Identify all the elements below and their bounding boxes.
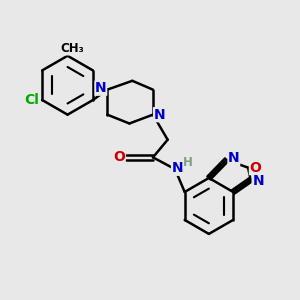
Text: N: N (252, 174, 264, 188)
Text: N: N (228, 152, 240, 165)
Text: N: N (172, 161, 183, 175)
Text: O: O (249, 160, 261, 175)
Text: CH₃: CH₃ (60, 42, 84, 55)
Text: Cl: Cl (24, 93, 39, 107)
Text: H: H (183, 156, 193, 169)
Text: O: O (113, 150, 125, 164)
Text: N: N (95, 81, 106, 95)
Text: N: N (154, 108, 165, 122)
